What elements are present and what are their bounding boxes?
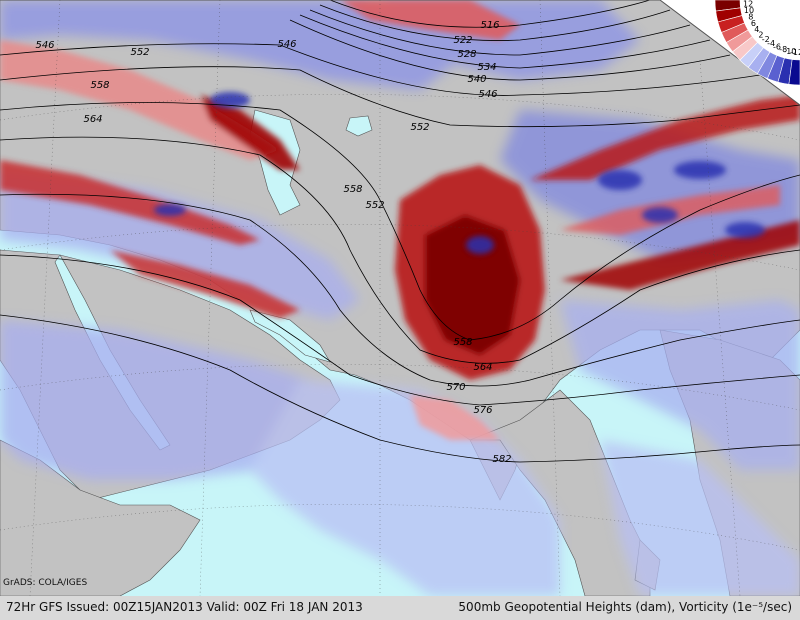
legend-label: -6	[773, 43, 781, 52]
legend-label: 2	[758, 30, 763, 39]
contour-label: 564	[83, 114, 102, 125]
persian-gulf	[249, 309, 331, 363]
legend-label: 6	[751, 19, 756, 28]
contour-label: 516	[480, 20, 499, 31]
contour-label: 552	[410, 122, 429, 133]
contour-label: 558	[90, 80, 109, 91]
legend-label: 8	[748, 13, 753, 22]
contour-label: 546	[35, 40, 54, 51]
legend-label: -4	[767, 39, 775, 48]
caption-field: 500mb Geopotential Heights (dam), Vortic…	[458, 600, 792, 614]
aral-sea	[345, 115, 373, 137]
legend-label: -2	[762, 35, 770, 44]
legend-label: -8	[779, 45, 787, 54]
contour-label: 576	[473, 405, 492, 416]
contour-label: 534	[477, 62, 496, 73]
contour-label: 546	[277, 39, 296, 50]
caption-bar	[0, 596, 800, 620]
height-contours	[0, 0, 800, 463]
strong-negative-vorticity	[154, 92, 765, 254]
legend-label: 12	[743, 0, 753, 8]
horn-of-africa	[0, 439, 201, 596]
contour-label: 546	[478, 89, 497, 100]
contour-label: 582	[492, 454, 511, 465]
contour-label: 528	[457, 49, 476, 60]
caption-issued: 72Hr GFS Issued: 00Z15JAN2013 Valid: 00Z…	[6, 600, 363, 614]
contour-label: 552	[130, 47, 149, 58]
legend-label: 10	[744, 6, 754, 15]
legend-label: 4	[754, 25, 759, 34]
legend-label: -10	[783, 47, 796, 56]
contour-label: 564	[473, 362, 492, 373]
legend-label: -12	[790, 48, 800, 57]
contour-label: 552	[365, 200, 384, 211]
grads-credit: GrADS: COLA/IGES	[3, 578, 88, 588]
contour-label: 558	[453, 337, 472, 348]
legend-swatch	[788, 59, 800, 86]
contour-label: 522	[453, 35, 472, 46]
negative-vorticity-fields	[0, 0, 800, 596]
contour-label: 540	[467, 74, 486, 85]
graticule-lines	[0, 0, 800, 596]
contour-label: 558	[343, 184, 362, 195]
contour-label: 570	[446, 382, 465, 393]
